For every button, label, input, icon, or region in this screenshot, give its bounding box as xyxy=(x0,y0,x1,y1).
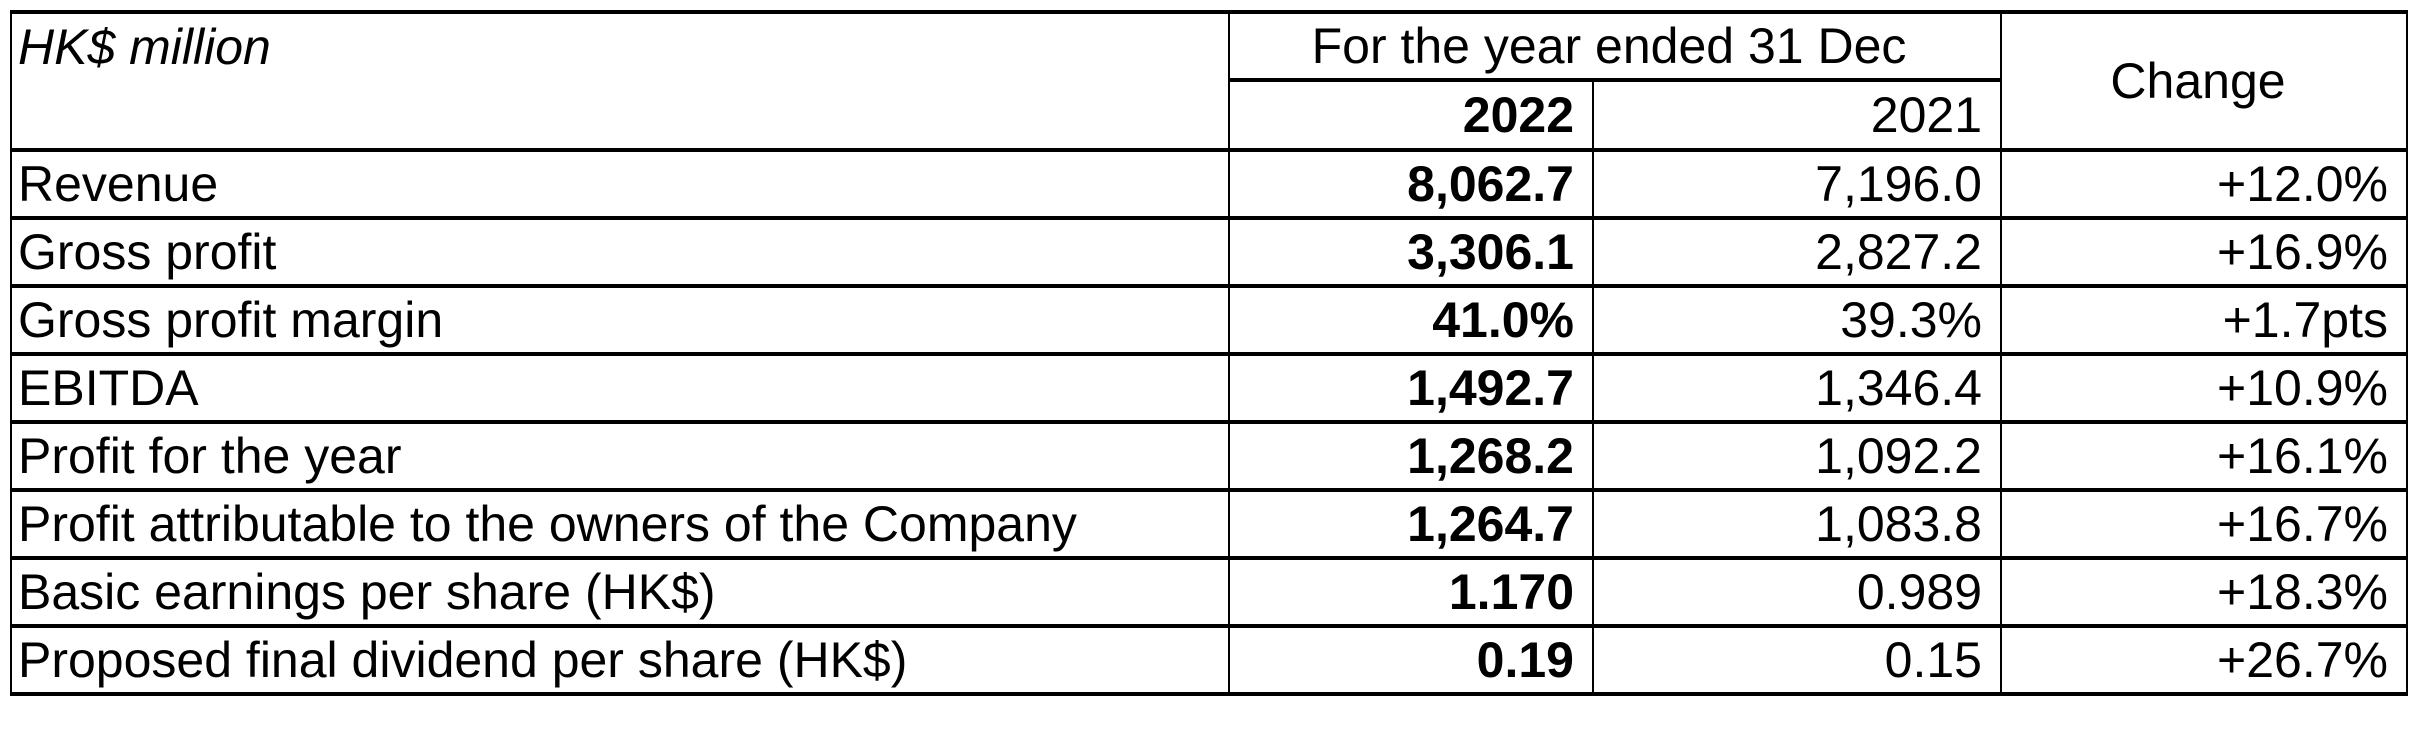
change-header: Change xyxy=(2000,10,2408,152)
table-row: Profit for the year 1,268.2 1,092.2 +16.1% xyxy=(10,420,2408,492)
cell-label: Profit attributable to the owners of the… xyxy=(10,488,1230,560)
cell-prior: 0.989 xyxy=(1592,556,2002,628)
period-header: For the year ended 31 Dec xyxy=(1228,10,2002,82)
table-row: EBITDA 1,492.7 1,346.4 +10.9% xyxy=(10,352,2408,424)
table-row: Gross profit margin 41.0% 39.3% +1.7pts xyxy=(10,284,2408,356)
cell-change: +12.0% xyxy=(2000,148,2408,220)
cell-label: Basic earnings per share (HK$) xyxy=(10,556,1230,628)
table-row: Profit attributable to the owners of the… xyxy=(10,488,2408,560)
table-row: Gross profit 3,306.1 2,827.2 +16.9% xyxy=(10,216,2408,288)
cell-prior: 2,827.2 xyxy=(1592,216,2002,288)
cell-current: 1.170 xyxy=(1228,556,1594,628)
year-prior-header: 2021 xyxy=(1592,78,2002,152)
year-current-header: 2022 xyxy=(1228,78,1594,152)
table-row: Basic earnings per share (HK$) 1.170 0.989… xyxy=(10,556,2408,628)
cell-label: EBITDA xyxy=(10,352,1230,424)
cell-label: Proposed final dividend per share (HK$) xyxy=(10,624,1230,696)
cell-change: +18.3% xyxy=(2000,556,2408,628)
cell-current: 1,264.7 xyxy=(1228,488,1594,560)
table-row: Proposed final dividend per share (HK$) 0… xyxy=(10,624,2408,696)
cell-prior: 39.3% xyxy=(1592,284,2002,356)
financial-highlights-table: HK$ million For the year ended 31 Dec Ch… xyxy=(10,10,2408,696)
cell-label: Gross profit xyxy=(10,216,1230,288)
cell-prior: 0.15 xyxy=(1592,624,2002,696)
cell-change: +10.9% xyxy=(2000,352,2408,424)
cell-current: 0.19 xyxy=(1228,624,1594,696)
cell-label: Profit for the year xyxy=(10,420,1230,492)
cell-label: Revenue xyxy=(10,148,1230,220)
cell-change: +26.7% xyxy=(2000,624,2408,696)
cell-prior: 7,196.0 xyxy=(1592,148,2002,220)
cell-change: +16.1% xyxy=(2000,420,2408,492)
cell-current: 1,268.2 xyxy=(1228,420,1594,492)
cell-current: 8,062.7 xyxy=(1228,148,1594,220)
table-row: Revenue 8,062.7 7,196.0 +12.0% xyxy=(10,148,2408,220)
unit-label: HK$ million xyxy=(10,10,1230,152)
cell-change: +16.9% xyxy=(2000,216,2408,288)
cell-change: +16.7% xyxy=(2000,488,2408,560)
cell-current: 41.0% xyxy=(1228,284,1594,356)
cell-current: 1,492.7 xyxy=(1228,352,1594,424)
cell-prior: 1,346.4 xyxy=(1592,352,2002,424)
cell-prior: 1,092.2 xyxy=(1592,420,2002,492)
cell-current: 3,306.1 xyxy=(1228,216,1594,288)
cell-label: Gross profit margin xyxy=(10,284,1230,356)
cell-prior: 1,083.8 xyxy=(1592,488,2002,560)
cell-change: +1.7pts xyxy=(2000,284,2408,356)
